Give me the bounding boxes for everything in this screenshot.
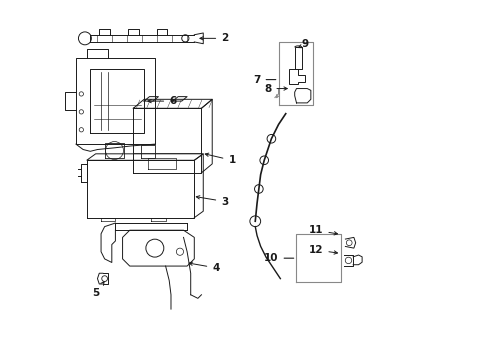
Text: 3: 3 xyxy=(196,196,228,207)
Text: 8: 8 xyxy=(264,84,286,94)
Text: 9: 9 xyxy=(298,40,308,49)
Text: 7: 7 xyxy=(253,75,275,85)
Text: 12: 12 xyxy=(308,245,337,255)
Text: 5: 5 xyxy=(92,282,104,298)
Text: 4: 4 xyxy=(189,262,219,273)
Text: 2: 2 xyxy=(200,33,228,43)
Text: 10: 10 xyxy=(264,253,293,263)
Text: 1: 1 xyxy=(205,153,235,165)
Text: 6: 6 xyxy=(148,96,176,106)
Text: 11: 11 xyxy=(308,225,337,235)
